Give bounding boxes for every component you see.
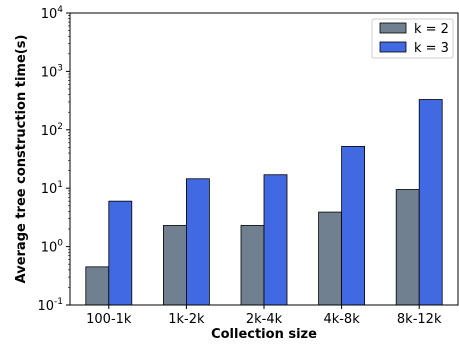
bar-k3-4k-8k xyxy=(341,145,366,306)
y-tick-label: 101 xyxy=(41,180,63,197)
legend-label-k3: k = 3 xyxy=(414,41,449,56)
x-tick-label: 2k-4k xyxy=(246,312,283,327)
bar-k3-100-1k xyxy=(108,200,133,306)
y-tick-label: 100 xyxy=(41,239,64,256)
bars-layer xyxy=(85,99,443,306)
x-tick-label: 100-1k xyxy=(86,312,132,327)
x-tick-label: 1k-2k xyxy=(168,312,205,327)
legend-label-k2: k = 2 xyxy=(414,22,449,37)
bar-k2-1k-2k xyxy=(162,225,187,306)
bar-k3-1k-2k xyxy=(185,178,210,306)
bar-k2-2k-4k xyxy=(240,225,265,306)
legend: k = 2 k = 3 xyxy=(371,18,454,59)
bar-k2-100-1k xyxy=(85,266,110,306)
y-axis-title: Average tree construction time(s) xyxy=(14,35,29,284)
ticks-layer: 100-1k 1k-2k 2k-4k 4k-8k 8k-12k 10-1 100 101 102… xyxy=(37,5,441,327)
legend-swatch-k2 xyxy=(379,22,407,34)
y-tick-label: 10-1 xyxy=(37,297,63,314)
y-tick-label: 102 xyxy=(41,122,63,139)
bar-k2-8k-12k xyxy=(395,189,420,306)
legend-swatch-k3 xyxy=(379,41,407,53)
bar-k3-2k-4k xyxy=(263,174,288,306)
x-tick-label: 4k-8k xyxy=(323,312,360,327)
y-tick-label: 104 xyxy=(41,5,64,22)
x-tick-label: 8k-12k xyxy=(397,312,442,327)
x-axis-title: Collection size xyxy=(211,327,317,342)
bar-k2-4k-8k xyxy=(318,211,343,306)
bar-k3-8k-12k xyxy=(418,99,443,306)
y-tick-label: 103 xyxy=(41,63,63,80)
